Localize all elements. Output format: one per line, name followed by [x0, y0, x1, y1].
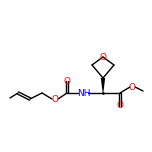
Text: O: O — [64, 76, 71, 85]
Text: O: O — [100, 52, 107, 62]
Polygon shape — [101, 78, 105, 93]
Text: O: O — [128, 83, 135, 92]
Text: O: O — [52, 95, 59, 104]
Text: O: O — [116, 102, 123, 111]
Text: NH: NH — [77, 88, 91, 97]
